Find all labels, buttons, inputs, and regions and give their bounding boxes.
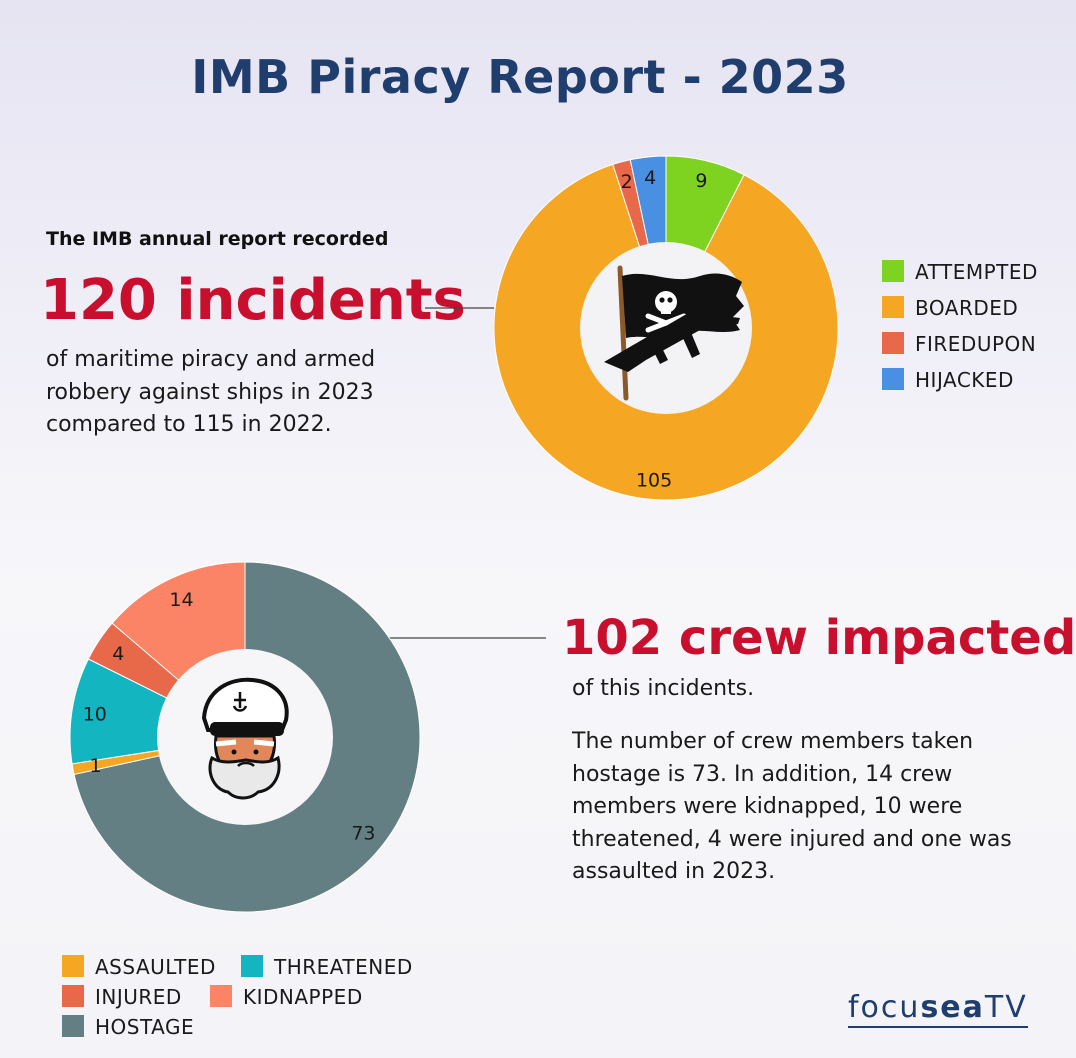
- slice-label-hijacked: 4: [644, 167, 656, 189]
- legend-swatch-boarded: [882, 296, 904, 318]
- legend-label-assaulted: ASSAULTED: [95, 955, 216, 979]
- legend-swatch-injured: [62, 985, 84, 1007]
- incidents-headline: 120 incidents: [40, 268, 466, 333]
- slice-label-hostage: 73: [351, 822, 375, 844]
- legend-label-hostage: HOSTAGE: [95, 1015, 194, 1039]
- crew-legend: ASSAULTED THREATENED INJURED KIDNAPPED HOSTA…: [62, 955, 413, 1039]
- incidents-legend: ATTEMPTED BOARDED FIREDUPON HIJACKED: [882, 260, 1038, 392]
- legend-label-hijacked: HIJACKED: [915, 368, 1014, 392]
- legend-swatch-kidnapped: [210, 985, 232, 1007]
- slice-label-threatened: 10: [83, 704, 107, 726]
- legend-label-boarded: BOARDED: [915, 296, 1018, 320]
- crew-subline: of this incidents.: [572, 676, 755, 701]
- legend-label-injured: INJURED: [95, 985, 182, 1009]
- crew-headline: 102 crew impacted: [562, 610, 1076, 666]
- logo-part3: TV: [984, 990, 1028, 1025]
- slice-label-injured: 4: [112, 643, 124, 665]
- logo-part1: focu: [848, 990, 921, 1025]
- legend-swatch-hijacked: [882, 368, 904, 390]
- slice-label-firedupon: 2: [621, 171, 633, 193]
- slice-label-attempted: 9: [695, 170, 707, 192]
- legend-swatch-hostage: [62, 1015, 84, 1037]
- slice-label-assaulted: 1: [90, 755, 102, 777]
- legend-label-attempted: ATTEMPTED: [915, 260, 1038, 284]
- legend-label-threatened: THREATENED: [273, 955, 413, 979]
- slice-label-kidnapped: 14: [169, 589, 193, 611]
- incidents-description: of maritime piracy and armed robbery aga…: [46, 347, 376, 437]
- logo-part2: sea: [920, 990, 985, 1025]
- incidents-donut-chart: 9 105 2 4: [493, 155, 839, 501]
- incidents-intro: The IMB annual report recorded: [46, 228, 389, 250]
- crew-description: The number of crew members taken hostage…: [572, 729, 1012, 884]
- logo-underline: [848, 1026, 1028, 1028]
- crew-donut-chart: 73 1 10 4 14: [69, 561, 421, 913]
- legend-swatch-threatened: [241, 955, 263, 977]
- legend-swatch-assaulted: [62, 955, 84, 977]
- pirate-flag-icon: [604, 265, 744, 401]
- slice-label-boarded: 105: [636, 470, 672, 492]
- legend-label-firedupon: FIREDUPON: [915, 332, 1036, 356]
- legend-swatch-firedupon: [882, 332, 904, 354]
- sea-captain-icon: [201, 677, 289, 800]
- focusea-tv-logo: focuseaTV: [848, 990, 1028, 1025]
- page-title: IMB Piracy Report - 2023: [191, 50, 849, 104]
- legend-label-kidnapped: KIDNAPPED: [243, 985, 363, 1009]
- legend-swatch-attempted: [882, 260, 904, 282]
